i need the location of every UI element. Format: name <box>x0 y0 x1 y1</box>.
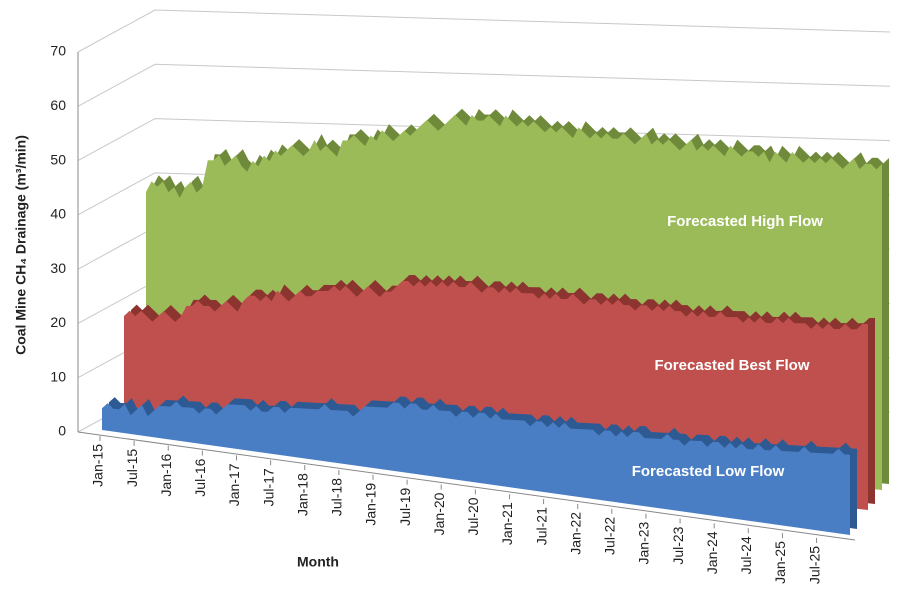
x-tick-label: Jul-18 <box>329 478 345 516</box>
series-label: Forecasted Low Flow <box>632 463 785 480</box>
x-tick-label: Jul-25 <box>806 546 822 584</box>
x-tick-label: Jan-21 <box>499 502 515 545</box>
x-tick-label: Jul-16 <box>192 458 208 496</box>
x-tick-label: Jan-20 <box>431 492 447 535</box>
x-tick-label: Jul-17 <box>260 468 276 506</box>
x-tick-label: Jan-15 <box>90 444 106 487</box>
x-tick-label: Jul-19 <box>397 487 413 525</box>
y-tick-label: 20 <box>50 314 66 330</box>
x-tick-label: Jan-22 <box>567 512 583 555</box>
y-tick-label: 40 <box>50 206 66 222</box>
x-tick-label: Jan-25 <box>772 541 788 584</box>
x-tick-label: Jan-19 <box>363 483 379 526</box>
x-tick-label: Jan-24 <box>704 531 720 574</box>
x-tick-label: Jan-17 <box>226 463 242 506</box>
y-tick-label: 50 <box>50 151 66 167</box>
x-tick-label: Jan-16 <box>158 454 174 497</box>
grid-line <box>77 63 891 107</box>
y-tick-label: 60 <box>50 97 66 113</box>
x-tick-label: Jul-20 <box>465 497 481 535</box>
grid-line <box>77 9 891 53</box>
x-tick-label: Jul-15 <box>124 449 140 487</box>
x-tick-label: Jul-21 <box>533 507 549 545</box>
area <box>102 401 850 535</box>
series-label: Forecasted Best Flow <box>654 357 809 374</box>
x-tick-label: Jul-22 <box>602 517 618 555</box>
x-tick-label: Jul-24 <box>738 536 754 574</box>
y-tick-label: 70 <box>50 43 66 59</box>
x-axis-title: Month <box>297 554 339 570</box>
y-tick-label: 10 <box>50 368 66 384</box>
x-tick-label: Jan-18 <box>294 473 310 516</box>
y-axis-title: Coal Mine CH₄ Drainage (m³/min) <box>13 135 29 355</box>
plot-area: Forecasted High Flow Forecasted Best Flow… <box>102 108 889 535</box>
x-tick-label: Jan-23 <box>636 521 652 564</box>
x-axis <box>77 431 856 541</box>
y-tick-label: 0 <box>58 423 66 439</box>
y-tick-label: 30 <box>50 260 66 276</box>
grid-line <box>77 118 891 162</box>
x-tick-label: Jul-23 <box>670 526 686 564</box>
series-label: Forecasted High Flow <box>667 213 823 230</box>
